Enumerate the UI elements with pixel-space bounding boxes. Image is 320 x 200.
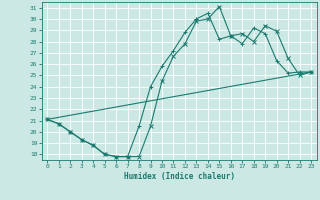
X-axis label: Humidex (Indice chaleur): Humidex (Indice chaleur) (124, 172, 235, 181)
